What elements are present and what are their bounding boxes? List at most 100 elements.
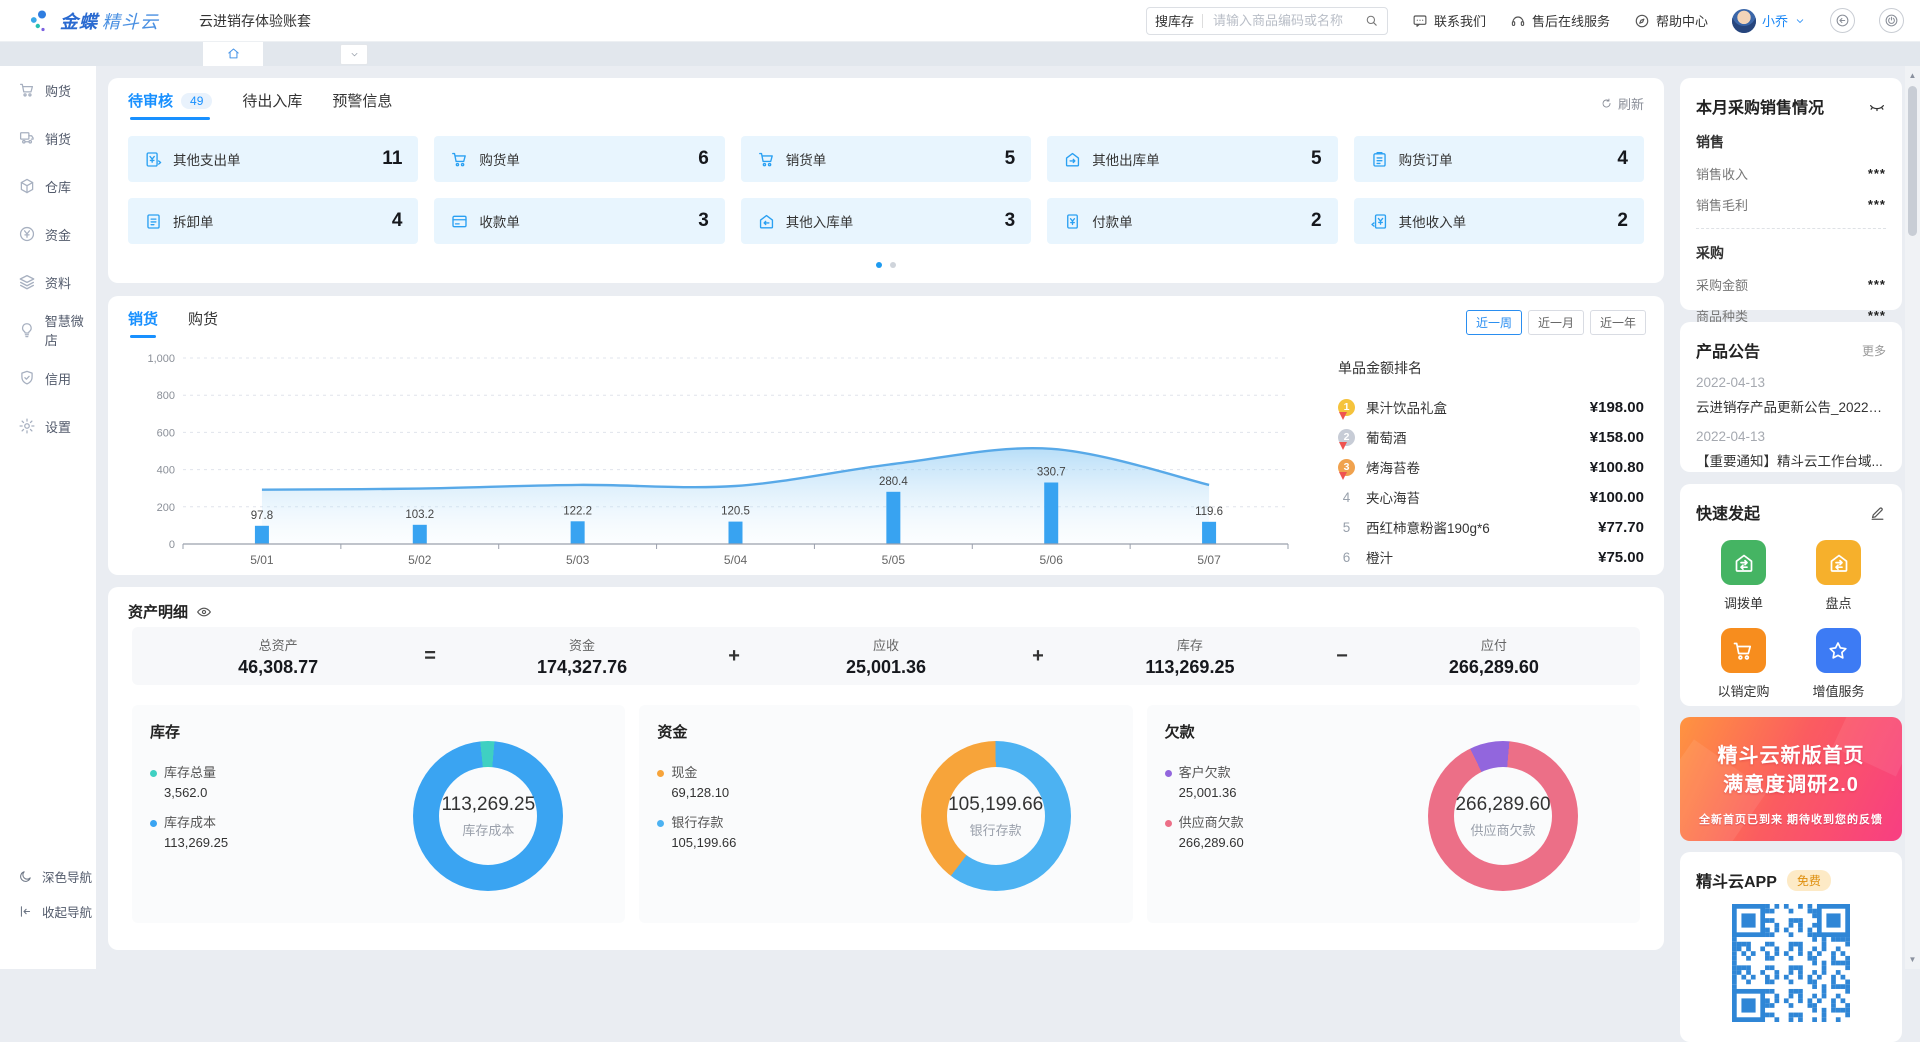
sidebar-footer-深色导航[interactable]: 深色导航 bbox=[0, 859, 96, 894]
svg-text:5/07: 5/07 bbox=[1197, 553, 1221, 567]
sidebar-item-设置[interactable]: 设置 bbox=[0, 402, 96, 450]
ranking-row[interactable]: 1果汁饮品礼盒¥198.00 bbox=[1338, 392, 1644, 422]
todo-card-付款单[interactable]: 付款单2 bbox=[1047, 198, 1337, 244]
trend-tab-购货[interactable]: 购货 bbox=[188, 308, 218, 338]
ranking-title: 单品金额排名 bbox=[1338, 358, 1644, 378]
sidebar-item-智慧微店[interactable]: 智慧微店 bbox=[0, 306, 96, 354]
search-scope-label[interactable]: 搜库存 bbox=[1155, 11, 1194, 30]
headset-icon bbox=[1510, 13, 1526, 29]
sidebar-item-资料[interactable]: 资料 bbox=[0, 258, 96, 306]
todo-tab-待出入库[interactable]: 待出入库 bbox=[242, 90, 302, 120]
formula-term-应收-label: 应收 bbox=[826, 635, 946, 654]
edit-icon[interactable] bbox=[1869, 504, 1886, 521]
pagination-dot-2[interactable] bbox=[890, 262, 896, 268]
sales-trend-chart: 02004006008001,00097.8103.2122.2120.5280… bbox=[128, 344, 1308, 575]
medal-icon: 1 bbox=[1338, 399, 1355, 416]
refresh-button[interactable]: 刷新 bbox=[1600, 94, 1644, 113]
svg-text:400: 400 bbox=[157, 465, 175, 477]
sidebar-footer-收起导航[interactable]: 收起导航 bbox=[0, 894, 96, 929]
home-tab[interactable] bbox=[203, 41, 263, 66]
todo-card-购货订单[interactable]: 购货订单4 bbox=[1354, 136, 1644, 182]
quick-actions-title-text: 快速发起 bbox=[1696, 500, 1760, 524]
house-in-icon bbox=[757, 212, 776, 231]
vertical-scrollbar[interactable]: ▲ ▼ bbox=[1905, 66, 1920, 969]
todo-card-拆卸单[interactable]: 拆卸单4 bbox=[128, 198, 418, 244]
back-button[interactable] bbox=[1830, 8, 1855, 33]
rank-number: 6 bbox=[1338, 550, 1355, 565]
ranking-row[interactable]: 6橙汁¥75.00 bbox=[1338, 542, 1644, 572]
scrollbar-thumb[interactable] bbox=[1908, 86, 1917, 236]
quick-action-以销定购[interactable]: 以销定购 bbox=[1717, 628, 1769, 700]
sidebar-item-购货[interactable]: 购货 bbox=[0, 66, 96, 114]
pagination-dot-1[interactable] bbox=[876, 262, 882, 268]
formula-term-资金-label: 资金 bbox=[522, 635, 642, 654]
search-icon[interactable] bbox=[1364, 13, 1379, 28]
sidebar-item-销货[interactable]: 销货 bbox=[0, 114, 96, 162]
todo-card-count: 3 bbox=[698, 210, 709, 232]
logo-text-light: 精斗云 bbox=[102, 8, 159, 34]
svg-text:5/06: 5/06 bbox=[1040, 553, 1064, 567]
todo-card-其他入库单[interactable]: 其他入库单3 bbox=[741, 198, 1031, 244]
sidebar: 购货销货仓库资金资料智慧微店信用设置 深色导航收起导航 bbox=[0, 66, 96, 969]
search-box[interactable]: 搜库存 bbox=[1146, 7, 1388, 35]
formula-total-label: 总资产 bbox=[218, 635, 338, 654]
logout-button[interactable] bbox=[1879, 8, 1904, 33]
ranking-row[interactable]: 3烤海苔卷¥100.80 bbox=[1338, 452, 1644, 482]
todo-card-label: 销货单 bbox=[786, 149, 827, 169]
svg-text:5/01: 5/01 bbox=[250, 553, 274, 567]
avatar[interactable] bbox=[1732, 9, 1756, 33]
todo-card-收款单[interactable]: 收款单3 bbox=[434, 198, 724, 244]
formula-term-库存-label: 库存 bbox=[1130, 635, 1250, 654]
scroll-down-arrow[interactable]: ▼ bbox=[1905, 952, 1920, 967]
assets-card: 资产明细 总资产46,308.77=资金174,327.76+应收25,001.… bbox=[108, 587, 1664, 950]
notice-text[interactable]: 【重要通知】精斗云工作台域... bbox=[1696, 450, 1886, 470]
todo-card-其他出库单[interactable]: 其他出库单5 bbox=[1047, 136, 1337, 182]
survey-banner[interactable]: 精斗云新版首页 满意度调研2.0 全新首页已到来 期待收到您的反馈 bbox=[1680, 717, 1902, 841]
search-input[interactable] bbox=[1211, 12, 1364, 29]
contact-us-link[interactable]: 联系我们 bbox=[1412, 11, 1486, 30]
donut-center-value: 105,199.66 bbox=[948, 794, 1043, 816]
month-row-采购金额: 采购金额*** bbox=[1696, 275, 1886, 294]
eye-icon[interactable] bbox=[196, 604, 212, 620]
month-group-title: 采购 bbox=[1696, 243, 1886, 263]
ranking-row[interactable]: 5西红柿意粉酱190g*6¥77.70 bbox=[1338, 512, 1644, 542]
quick-action-调拨单[interactable]: 调拨单 bbox=[1721, 540, 1766, 612]
range-button-近一年[interactable]: 近一年 bbox=[1590, 310, 1646, 335]
sidebar-item-仓库[interactable]: 仓库 bbox=[0, 162, 96, 210]
range-button-近一周[interactable]: 近一周 bbox=[1466, 310, 1522, 335]
chevron-down-icon bbox=[1794, 15, 1806, 27]
sidebar-item-资金[interactable]: 资金 bbox=[0, 210, 96, 258]
todo-tab-预警信息[interactable]: 预警信息 bbox=[332, 90, 392, 120]
sidebar-item-信用[interactable]: 信用 bbox=[0, 354, 96, 402]
quick-action-增值服务[interactable]: 增值服务 bbox=[1812, 628, 1864, 700]
quick-action-盘点[interactable]: 盘点 bbox=[1816, 540, 1861, 612]
ranking-item-name: 葡萄酒 bbox=[1366, 427, 1407, 447]
range-button-近一月[interactable]: 近一月 bbox=[1528, 310, 1584, 335]
todo-card-其他支出单[interactable]: 其他支出单11 bbox=[128, 136, 418, 182]
app-logo[interactable]: 金蝶 精斗云 bbox=[28, 8, 159, 34]
todo-tab-待审核[interactable]: 待审核49 bbox=[128, 90, 212, 120]
trend-tab-label: 购货 bbox=[188, 308, 218, 329]
ranking-item-amount: ¥77.70 bbox=[1598, 519, 1644, 536]
month-row-label: 销售收入 bbox=[1696, 164, 1748, 183]
svg-text:200: 200 bbox=[157, 502, 175, 514]
after-sales-link[interactable]: 售后在线服务 bbox=[1510, 11, 1610, 30]
scroll-up-arrow[interactable]: ▲ bbox=[1905, 68, 1920, 83]
notice-text[interactable]: 云进销存产品更新公告_20220... bbox=[1696, 396, 1886, 416]
ranking-row[interactable]: 4夹心海苔¥100.00 bbox=[1338, 482, 1644, 512]
header-actions: 搜库存 联系我们 售后在线服务 帮助中心 小乔 bbox=[1146, 0, 1904, 41]
donut-chart-库存: 113,269.25库存成本 bbox=[413, 741, 563, 891]
quick-action-label: 以销定购 bbox=[1717, 681, 1769, 700]
trend-tab-销货[interactable]: 销货 bbox=[128, 308, 158, 338]
ranking-row[interactable]: 2葡萄酒¥158.00 bbox=[1338, 422, 1644, 452]
more-link[interactable]: 更多 bbox=[1862, 342, 1886, 359]
user-menu[interactable]: 小乔 bbox=[1732, 9, 1806, 33]
tab-list-button[interactable] bbox=[340, 44, 368, 65]
dashed-divider bbox=[1696, 228, 1886, 229]
eye-closed-icon[interactable] bbox=[1868, 97, 1886, 115]
todo-card-销货单[interactable]: 销货单5 bbox=[741, 136, 1031, 182]
help-center-link[interactable]: 帮助中心 bbox=[1634, 11, 1708, 30]
donut-center: 266,289.60供应商欠款 bbox=[1454, 767, 1552, 865]
todo-card-购货单[interactable]: 购货单6 bbox=[434, 136, 724, 182]
todo-card-其他收入单[interactable]: 其他收入单2 bbox=[1354, 198, 1644, 244]
